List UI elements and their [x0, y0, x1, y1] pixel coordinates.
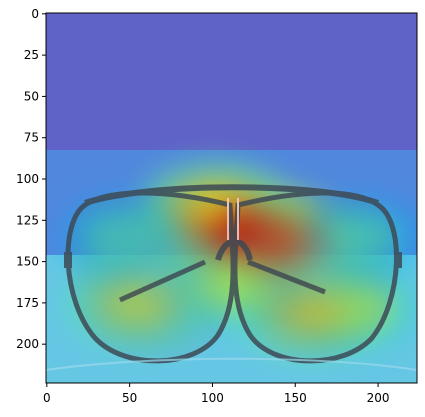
left-temple	[118, 259, 207, 303]
reflection-surface	[46, 357, 417, 371]
x-tick-label: 200	[367, 391, 390, 405]
x-tick-label: 150	[284, 391, 307, 405]
y-tick-label: 0	[31, 7, 39, 21]
sunglasses-image	[64, 184, 402, 364]
x-tick-label: 50	[122, 391, 137, 405]
x-axis: 0 50 100 150 200	[43, 383, 390, 405]
top-bar	[84, 184, 380, 206]
axes-frame	[45, 12, 418, 384]
y-axis: 0 25 50 75 100 125 150 175 200	[16, 7, 46, 351]
y-tick-label: 75	[24, 131, 39, 145]
left-lens	[65, 190, 236, 364]
y-tick-label: 25	[24, 48, 39, 62]
plot-area	[46, 13, 417, 383]
y-tick-label: 150	[16, 255, 39, 269]
x-tick-label: 100	[201, 391, 224, 405]
nose-pad	[227, 198, 239, 240]
y-tick-label: 175	[16, 296, 39, 310]
x-tick-label: 0	[43, 391, 51, 405]
y-tick-label: 125	[16, 213, 39, 227]
y-tick-label: 200	[16, 337, 39, 351]
bridge	[215, 238, 253, 261]
y-tick-label: 50	[24, 89, 39, 103]
right-temple	[247, 259, 326, 295]
y-tick-label: 100	[16, 172, 39, 186]
right-lens	[232, 190, 400, 364]
